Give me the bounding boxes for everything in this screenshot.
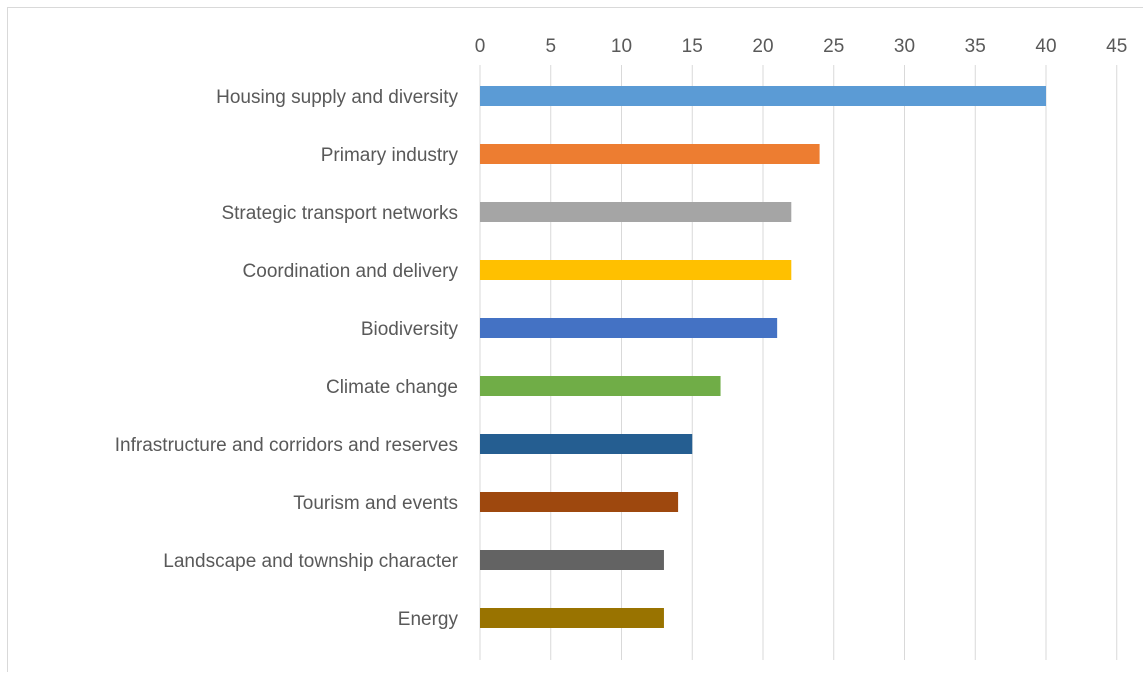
x-tick-label: 40 <box>1035 36 1056 57</box>
x-tick-label: 30 <box>894 36 915 57</box>
category-label: Housing supply and diversity <box>216 87 458 108</box>
category-label: Coordination and delivery <box>243 261 459 282</box>
category-label: Infrastructure and corridors and reserve… <box>115 435 458 456</box>
category-label: Climate change <box>326 377 458 398</box>
category-label: Strategic transport networks <box>221 203 458 224</box>
bar <box>480 202 792 222</box>
category-label: Energy <box>398 609 459 630</box>
x-axis-tick-labels: 0 5 10 15 20 25 30 35 40 45 <box>475 36 1128 57</box>
bar <box>480 434 693 454</box>
bars <box>480 86 1046 628</box>
category-label: Tourism and events <box>293 493 458 514</box>
bar <box>480 144 820 164</box>
x-tick-label: 15 <box>682 36 703 57</box>
bar <box>480 86 1046 106</box>
bar <box>480 492 679 512</box>
category-label: Biodiversity <box>361 319 459 340</box>
category-labels: Housing supply and diversity Primary indu… <box>115 87 459 630</box>
category-label: Landscape and township character <box>163 551 458 572</box>
x-tick-label: 0 <box>475 36 486 57</box>
x-tick-label: 5 <box>545 36 556 57</box>
category-label: Primary industry <box>321 145 459 166</box>
x-tick-label: 35 <box>965 36 986 57</box>
x-tick-label: 25 <box>823 36 844 57</box>
x-tick-label: 45 <box>1106 36 1127 57</box>
bar <box>480 608 664 628</box>
bar <box>480 260 792 280</box>
bar <box>480 318 778 338</box>
x-tick-label: 10 <box>611 36 632 57</box>
x-tick-label: 20 <box>752 36 773 57</box>
bar <box>480 550 664 570</box>
bar <box>480 376 721 396</box>
